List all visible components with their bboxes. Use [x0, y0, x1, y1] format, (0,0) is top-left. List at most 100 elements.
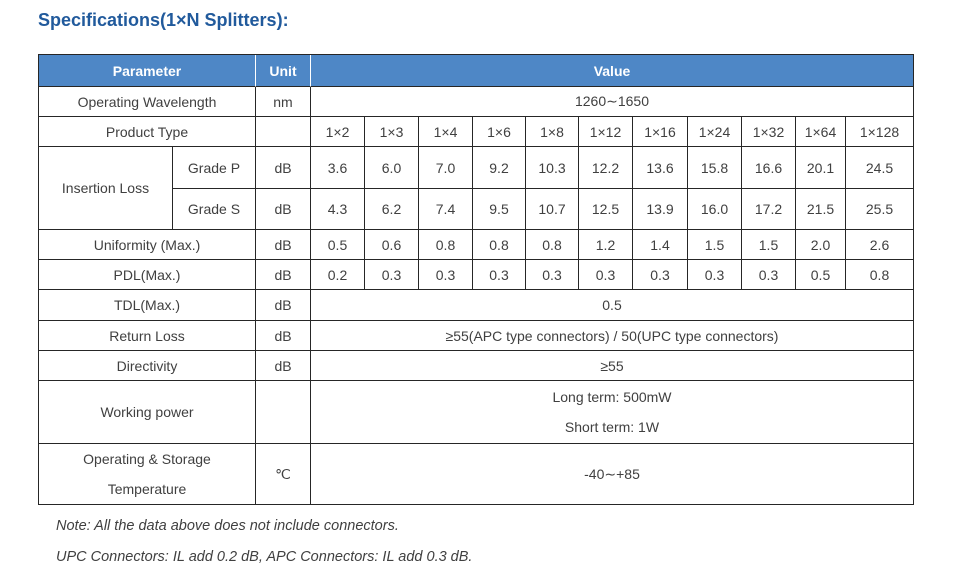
param-label: Uniformity (Max.) — [39, 230, 256, 260]
product-type-cell: 1×12 — [579, 117, 633, 147]
table-row: TDL(Max.) dB 0.5 — [39, 290, 914, 321]
table-header-row: Parameter Unit Value — [39, 55, 914, 87]
value-cell: 0.3 — [688, 260, 742, 290]
value-cell: 6.2 — [365, 189, 419, 230]
unit-cell: dB — [256, 260, 311, 290]
value-cell: 0.5 — [796, 260, 846, 290]
param-label: TDL(Max.) — [39, 290, 256, 321]
table-row: Operating Wavelength nm 1260∼1650 — [39, 87, 914, 117]
table-row: PDL(Max.) dB 0.2 0.3 0.3 0.3 0.3 0.3 0.3… — [39, 260, 914, 290]
table-row: Insertion Loss Grade P dB 3.6 6.0 7.0 9.… — [39, 147, 914, 230]
unit-cell — [256, 117, 311, 147]
value-cell: 12.5 — [579, 189, 633, 230]
table-row: Product Type 1×2 1×3 1×4 1×6 1×8 1×12 1×… — [39, 117, 914, 147]
page: Specifications(1×N Splitters): Parameter… — [38, 10, 962, 566]
value-cell: 7.4 — [419, 189, 473, 230]
value-cell: 1.2 — [579, 230, 633, 260]
table-row: Working power Long term: 500mW Short ter… — [39, 381, 914, 444]
param-label: Operating & Storage Temperature — [39, 444, 256, 505]
value-cell: 16.6 — [742, 147, 796, 189]
working-power-short-term: Short term: 1W — [564, 418, 660, 435]
value-cell: 0.3 — [473, 260, 526, 290]
temperature-label-line1: Operating & Storage — [83, 450, 211, 467]
value-cell: 0.8 — [419, 230, 473, 260]
product-type-cell: 1×16 — [633, 117, 688, 147]
param-sublabel: Grade S — [173, 189, 256, 230]
table-row: Directivity dB ≥55 — [39, 351, 914, 381]
value-cell: Long term: 500mW Short term: 1W — [311, 381, 914, 444]
value-cell: 10.7 — [526, 189, 579, 230]
value-cell: 0.5 — [311, 290, 914, 321]
unit-cell: dB — [256, 230, 311, 260]
product-type-cell: 1×2 — [311, 117, 365, 147]
working-power-long-term: Long term: 500mW — [552, 388, 672, 405]
value-cell: ≥55(APC type connectors) / 50(UPC type c… — [311, 321, 914, 351]
unit-cell: dB — [256, 351, 311, 381]
param-label: Working power — [39, 381, 256, 444]
product-type-cell: 1×128 — [846, 117, 914, 147]
header-parameter: Parameter — [39, 55, 256, 87]
value-cell: 1.5 — [688, 230, 742, 260]
notes: Note: All the data above does not includ… — [56, 518, 962, 566]
product-type-cell: 1×3 — [365, 117, 419, 147]
value-cell: 21.5 — [796, 189, 846, 230]
value-cell: 0.6 — [365, 230, 419, 260]
unit-cell: dB — [256, 147, 311, 189]
param-label: Directivity — [39, 351, 256, 381]
param-label: Product Type — [39, 117, 256, 147]
param-label: PDL(Max.) — [39, 260, 256, 290]
product-type-cell: 1×4 — [419, 117, 473, 147]
value-cell: 17.2 — [742, 189, 796, 230]
value-cell: 0.3 — [742, 260, 796, 290]
value-cell: 2.6 — [846, 230, 914, 260]
value-cell: 1.5 — [742, 230, 796, 260]
value-cell: 2.0 — [796, 230, 846, 260]
unit-cell: nm — [256, 87, 311, 117]
value-cell: 20.1 — [796, 147, 846, 189]
value-cell: 24.5 — [846, 147, 914, 189]
table-row: Operating & Storage Temperature ℃ -40∼+8… — [39, 444, 914, 505]
product-type-cell: 1×6 — [473, 117, 526, 147]
unit-cell: dB — [256, 290, 311, 321]
header-value: Value — [311, 55, 914, 87]
product-type-cell: 1×32 — [742, 117, 796, 147]
product-type-cell: 1×8 — [526, 117, 579, 147]
table-row: Uniformity (Max.) dB 0.5 0.6 0.8 0.8 0.8… — [39, 230, 914, 260]
spec-table: Parameter Unit Value Operating Wavelengt… — [38, 54, 914, 505]
value-cell: 0.3 — [365, 260, 419, 290]
value-cell: 12.2 — [579, 147, 633, 189]
param-label: Insertion Loss — [39, 147, 173, 230]
value-cell: 6.0 — [365, 147, 419, 189]
value-cell: 0.3 — [633, 260, 688, 290]
product-type-cell: 1×24 — [688, 117, 742, 147]
value-cell: 0.3 — [526, 260, 579, 290]
unit-cell: dB — [256, 189, 311, 230]
value-cell: 1.4 — [633, 230, 688, 260]
table-row: Grade S dB 4.3 6.2 7.4 9.5 10.7 12.5 13.… — [39, 189, 914, 230]
temperature-label-line2: Temperature — [107, 480, 187, 497]
unit-cell: dB — [256, 321, 311, 351]
page-title: Specifications(1×N Splitters): — [38, 10, 289, 30]
value-cell: 4.3 — [311, 189, 365, 230]
unit-cell: ℃ — [256, 444, 311, 505]
note-line-2: UPC Connectors: IL add 0.2 dB, APC Conne… — [56, 549, 473, 565]
header-unit: Unit — [256, 55, 311, 87]
value-cell: 0.8 — [526, 230, 579, 260]
value-cell: 0.3 — [419, 260, 473, 290]
unit-cell — [256, 381, 311, 444]
value-cell: 15.8 — [688, 147, 742, 189]
param-label: Operating Wavelength — [39, 87, 256, 117]
value-cell: 9.2 — [473, 147, 526, 189]
value-cell: 10.3 — [526, 147, 579, 189]
value-cell: -40∼+85 — [311, 444, 914, 505]
value-cell: 0.2 — [311, 260, 365, 290]
value-cell: 13.6 — [633, 147, 688, 189]
value-cell: 1260∼1650 — [311, 87, 914, 117]
param-sublabel: Grade P — [173, 147, 256, 189]
value-cell: 16.0 — [688, 189, 742, 230]
value-cell: ≥55 — [311, 351, 914, 381]
value-cell: 3.6 — [311, 147, 365, 189]
value-cell: 0.8 — [473, 230, 526, 260]
value-cell: 13.9 — [633, 189, 688, 230]
value-cell: 7.0 — [419, 147, 473, 189]
